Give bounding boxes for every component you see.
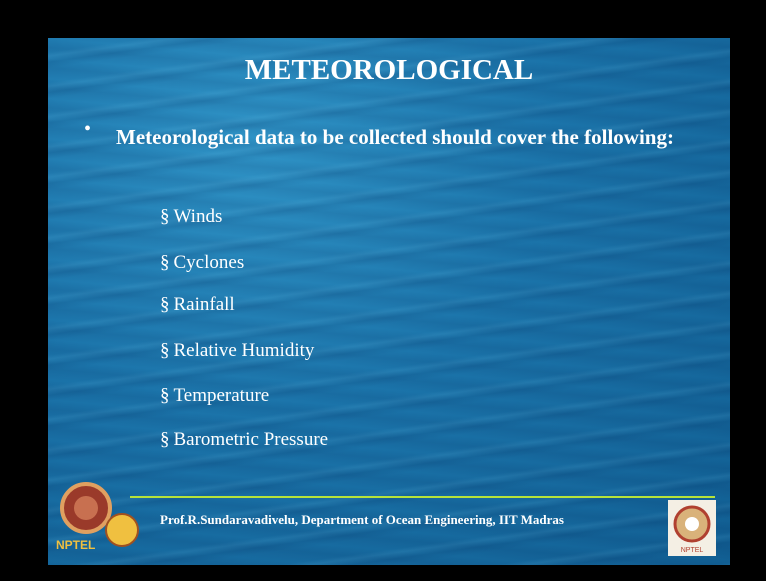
logo-center xyxy=(685,517,699,531)
item-text: Rainfall xyxy=(174,294,235,315)
item-text: Relative Humidity xyxy=(174,340,315,361)
list-item: §Temperature xyxy=(160,385,273,407)
bullet-text: Meteorological data to be collected shou… xyxy=(116,116,696,159)
slide-title: METEOROLOGICAL xyxy=(48,54,730,87)
item-marker: § xyxy=(160,294,170,315)
list-item: §Barometric Pressure xyxy=(160,429,332,451)
list-item: §Cyclones xyxy=(160,252,248,274)
footer-rule xyxy=(130,496,715,498)
item-marker: § xyxy=(160,206,170,227)
footer-text: Prof.R.Sundaravadivelu, Department of Oc… xyxy=(160,512,564,528)
item-marker: § xyxy=(160,252,170,273)
logo-text: NPTEL xyxy=(681,547,704,554)
item-text: Temperature xyxy=(174,385,270,406)
item-marker: § xyxy=(160,429,170,450)
logo-left: NPTEL xyxy=(54,478,154,558)
list-item: §Relative Humidity xyxy=(160,340,318,362)
list-item: §Winds xyxy=(160,206,226,228)
item-text: Winds xyxy=(174,206,223,227)
logo-lamp xyxy=(106,514,138,546)
item-text: Cyclones xyxy=(174,252,245,273)
slide: METEOROLOGICAL • Meteorological data to … xyxy=(48,38,730,565)
logo-center xyxy=(74,496,98,520)
logo-right: NPTEL xyxy=(668,500,716,556)
bullet-marker: • xyxy=(84,118,91,141)
logo-text: NPTEL xyxy=(56,538,95,552)
item-text: Barometric Pressure xyxy=(174,429,329,450)
page: METEOROLOGICAL • Meteorological data to … xyxy=(0,0,766,581)
item-marker: § xyxy=(160,385,170,406)
item-marker: § xyxy=(160,340,170,361)
list-item: §Rainfall xyxy=(160,294,239,316)
